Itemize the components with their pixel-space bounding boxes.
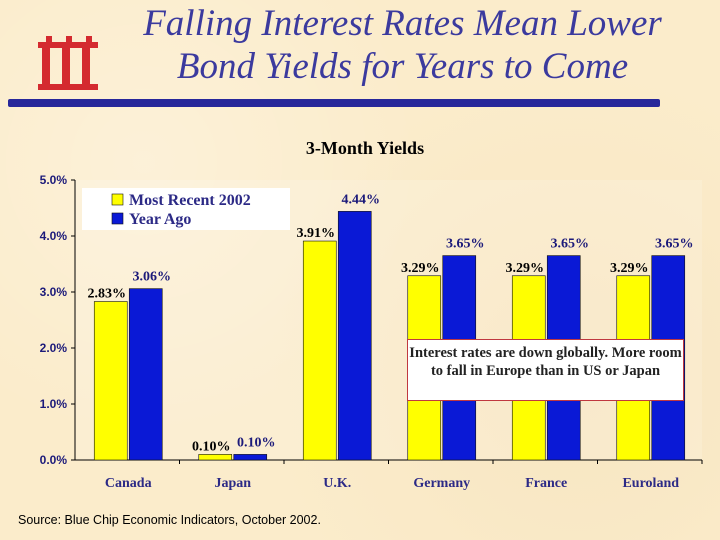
data-label-recent: 3.29% — [610, 261, 649, 276]
title-line-2: Bond Yields for Years to Come — [176, 46, 629, 87]
data-label-recent: 3.29% — [506, 261, 545, 276]
title-line-1: Falling Interest Rates Mean Lower — [143, 3, 662, 44]
data-label-year-ago: 0.10% — [237, 435, 276, 450]
x-tick-label: U.K. — [323, 476, 351, 491]
bar-year-ago-uk — [337, 211, 372, 461]
chart-title: 3-Month Yields — [305, 138, 425, 158]
y-tick-label: 4.0% — [40, 229, 68, 243]
legend-label-recent: Most Recent 2002 — [129, 192, 251, 209]
x-tick-label: Germany — [413, 476, 470, 491]
slide-title: Falling Interest Rates Mean Lower Bond Y… — [95, 2, 710, 88]
data-label-recent: 0.10% — [192, 439, 231, 454]
bar-recent-japan — [198, 454, 233, 461]
y-tick-label: 3.0% — [40, 285, 68, 299]
x-tick-label: France — [525, 476, 567, 491]
data-label-year-ago: 3.65% — [655, 237, 694, 252]
data-label-year-ago: 3.06% — [133, 270, 172, 285]
annotation-box: Interest rates are down globally. More r… — [407, 339, 684, 401]
bar-recent-canada — [93, 301, 128, 461]
y-tick-label: 2.0% — [40, 341, 68, 355]
y-tick-label: 5.0% — [40, 173, 68, 187]
x-tick-label: Canada — [105, 476, 152, 491]
data-label-recent: 3.91% — [297, 226, 336, 241]
legend-label-year-ago: Year Ago — [129, 211, 191, 228]
data-label-recent: 3.29% — [401, 261, 440, 276]
data-label-year-ago: 4.44% — [342, 192, 381, 207]
data-label-year-ago: 3.65% — [446, 237, 485, 252]
bar-recent-uk — [302, 240, 337, 461]
legend-swatch-recent — [111, 193, 124, 206]
y-tick-label: 0.0% — [40, 453, 68, 467]
iii-logo-icon — [38, 36, 98, 90]
source-note: Source: Blue Chip Economic Indicators, O… — [18, 513, 321, 527]
bar-year-ago-japan — [233, 454, 268, 461]
data-label-recent: 2.83% — [88, 287, 127, 302]
title-underline — [8, 99, 660, 107]
bar-year-ago-canada — [128, 288, 163, 461]
x-tick-label: Euroland — [622, 476, 679, 491]
x-tick-label: Japan — [214, 476, 251, 491]
y-tick-label: 1.0% — [40, 397, 68, 411]
data-label-year-ago: 3.65% — [551, 237, 590, 252]
legend-swatch-year-ago — [111, 212, 124, 225]
